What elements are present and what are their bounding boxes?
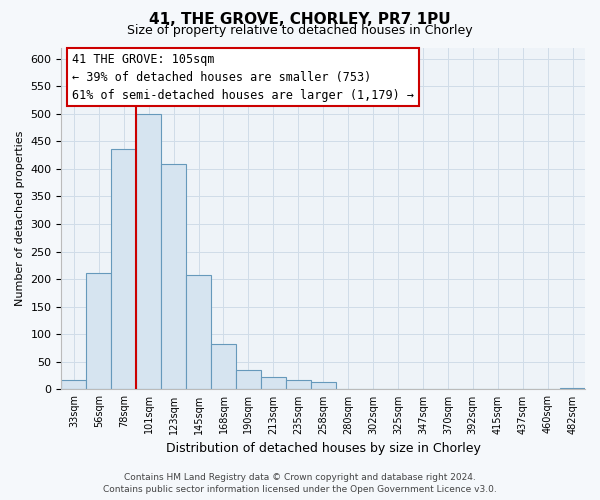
Bar — [311, 382, 335, 390]
Text: 41, THE GROVE, CHORLEY, PR7 1PU: 41, THE GROVE, CHORLEY, PR7 1PU — [149, 12, 451, 28]
Text: 41 THE GROVE: 105sqm
← 39% of detached houses are smaller (753)
61% of semi-deta: 41 THE GROVE: 105sqm ← 39% of detached h… — [72, 52, 414, 102]
Y-axis label: Number of detached properties: Number of detached properties — [15, 131, 25, 306]
Bar — [136, 114, 161, 390]
Bar — [211, 344, 236, 390]
Text: Contains HM Land Registry data © Crown copyright and database right 2024.
Contai: Contains HM Land Registry data © Crown c… — [103, 472, 497, 494]
Text: Size of property relative to detached houses in Chorley: Size of property relative to detached ho… — [127, 24, 473, 37]
Bar — [186, 274, 211, 390]
X-axis label: Distribution of detached houses by size in Chorley: Distribution of detached houses by size … — [166, 442, 481, 455]
Bar — [560, 388, 585, 390]
Bar — [86, 273, 111, 390]
Bar — [236, 370, 261, 390]
Bar — [261, 378, 286, 390]
Bar — [111, 149, 136, 390]
Bar — [286, 380, 311, 390]
Bar — [161, 164, 186, 390]
Bar — [61, 380, 86, 390]
